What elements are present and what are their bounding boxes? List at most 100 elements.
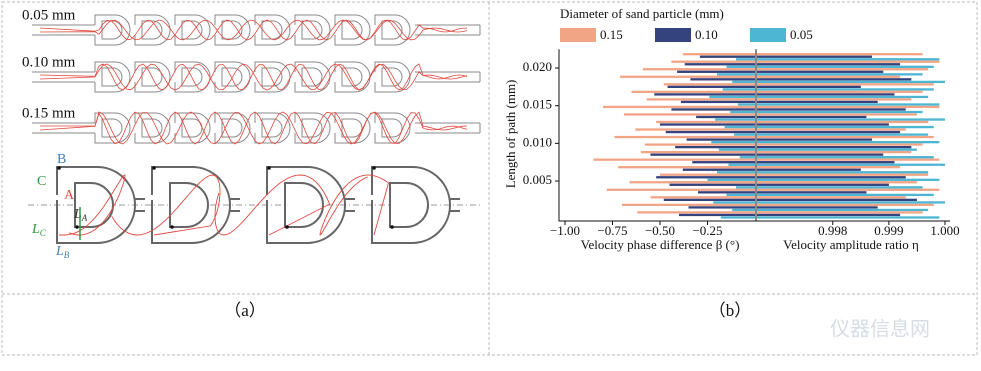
y-tick-label: 0.015: [523, 97, 552, 112]
bar: [757, 63, 901, 66]
baffle: [101, 20, 123, 40]
bar: [717, 171, 755, 174]
chamber: [254, 14, 291, 46]
point: [285, 225, 289, 229]
bar: [757, 150, 912, 154]
chamber: [334, 14, 371, 46]
x-tick-label: 1.000: [930, 223, 959, 238]
chamber: [94, 14, 131, 46]
bar: [757, 130, 901, 134]
bar: [757, 188, 940, 191]
chamber: [134, 14, 171, 46]
bar: [737, 103, 755, 106]
point: [170, 225, 174, 229]
bar: [622, 203, 755, 206]
caption: （b）: [709, 301, 752, 320]
point-label: B: [57, 152, 66, 167]
bar: [757, 191, 867, 194]
y-tick-label: 0.005: [523, 172, 552, 187]
baffle: [341, 20, 363, 40]
pipe: [32, 24, 481, 36]
bar: [757, 166, 901, 169]
watermark: 仪器信息网: [830, 317, 930, 341]
bar: [757, 78, 912, 81]
chamber: [374, 14, 411, 46]
bar: [757, 83, 934, 86]
bar: [757, 216, 940, 219]
channel-label: 0.05 mm: [22, 7, 76, 23]
x-axis-label: Velocity phase difference β (°): [581, 237, 740, 252]
legend-label: 0.10: [695, 27, 718, 42]
bar: [690, 78, 755, 81]
chamber: [134, 61, 171, 93]
x-tick-label: 0.999: [874, 223, 903, 238]
bar: [699, 55, 755, 58]
bar: [757, 183, 889, 186]
bar: [663, 83, 755, 86]
y-tick-label: 0.010: [523, 134, 552, 149]
bar: [660, 173, 755, 176]
bar: [654, 93, 755, 96]
bar: [635, 128, 755, 131]
bar: [757, 115, 867, 119]
bar: [637, 211, 755, 214]
bar: [757, 100, 878, 104]
trajectory-detail: [59, 174, 126, 236]
pipe: [32, 122, 481, 134]
legend-swatch: [750, 28, 786, 42]
bar: [717, 73, 755, 76]
baffle: [221, 67, 243, 87]
bar: [757, 80, 945, 84]
chamber: [374, 61, 411, 93]
bar: [686, 138, 755, 141]
bar: [732, 208, 755, 212]
bar: [688, 206, 755, 209]
bar: [650, 153, 755, 156]
bar: [757, 198, 917, 202]
bar: [757, 181, 917, 184]
length-symbol: L: [55, 244, 64, 259]
point: [57, 166, 61, 170]
bar: [739, 156, 755, 159]
point: [372, 166, 376, 170]
baffle: [101, 118, 123, 138]
bar: [757, 105, 940, 109]
chamber-detail: [371, 166, 460, 244]
bar: [641, 150, 755, 154]
bar: [757, 193, 934, 197]
bar: [711, 141, 755, 144]
bar: [692, 161, 755, 164]
bar: [757, 138, 873, 141]
trajectory: [39, 63, 468, 91]
bar: [665, 130, 755, 134]
baffle: [261, 118, 283, 138]
bar: [642, 68, 755, 71]
bar: [656, 120, 755, 124]
bar: [757, 163, 945, 166]
chamber: [294, 14, 331, 46]
chamber: [214, 61, 251, 93]
chamber: [174, 14, 211, 46]
trajectory: [39, 63, 468, 91]
bar: [757, 168, 861, 171]
bar: [757, 206, 878, 209]
bar: [603, 105, 755, 109]
bar: [757, 143, 923, 146]
trajectory-detail: [111, 174, 221, 236]
bar: [631, 90, 755, 93]
trajectory: [40, 111, 468, 145]
bar: [757, 53, 923, 56]
baffle: [381, 118, 403, 138]
bar: [677, 70, 755, 73]
x-tick-label: −0.75: [597, 223, 627, 238]
bar: [614, 135, 755, 139]
bar: [757, 178, 940, 181]
bar: [620, 75, 755, 78]
bar: [757, 110, 923, 114]
bar: [736, 58, 755, 61]
length-subscript: A: [81, 213, 88, 223]
bar: [757, 95, 929, 99]
chamber-detail: [266, 166, 355, 244]
bar: [623, 113, 755, 116]
baffle: [141, 118, 163, 138]
